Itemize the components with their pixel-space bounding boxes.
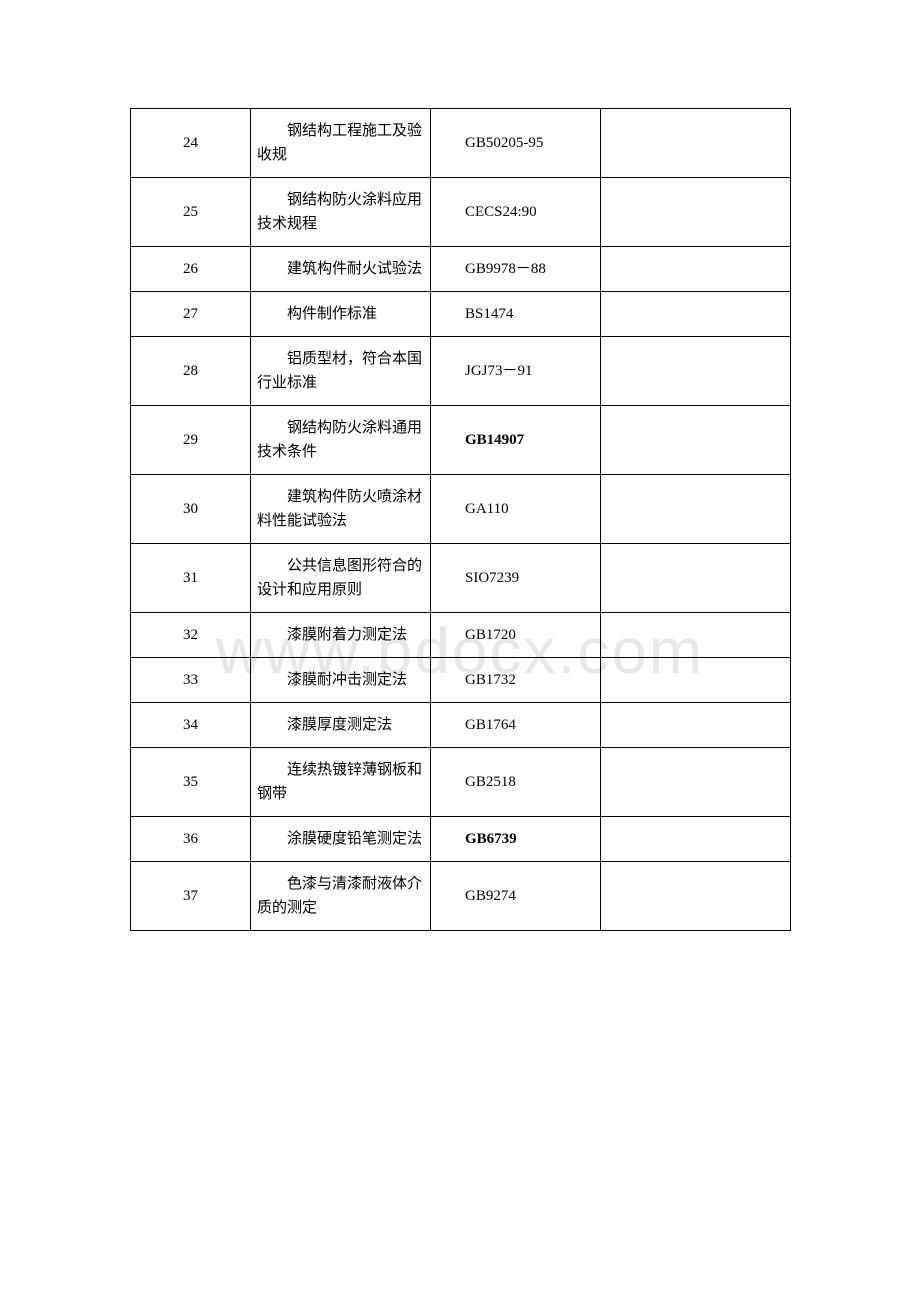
- standard-code: GA110: [431, 475, 601, 544]
- table-body: 24 钢结构工程施工及验收规 GB50205-95 25 钢结构防火涂料应用技术…: [131, 109, 791, 931]
- empty-cell: [601, 475, 791, 544]
- standard-code: GB1720: [431, 613, 601, 658]
- standard-code: CECS24:90: [431, 178, 601, 247]
- standard-name: 钢结构防火涂料通用技术条件: [251, 406, 431, 475]
- empty-cell: [601, 703, 791, 748]
- row-number: 29: [131, 406, 251, 475]
- row-number: 26: [131, 247, 251, 292]
- table-row: 30 建筑构件防火喷涂材料性能试验法 GA110: [131, 475, 791, 544]
- row-number: 25: [131, 178, 251, 247]
- standard-name: 漆膜附着力测定法: [251, 613, 431, 658]
- row-number: 27: [131, 292, 251, 337]
- row-number: 33: [131, 658, 251, 703]
- standard-name: 建筑构件耐火试验法: [251, 247, 431, 292]
- table-row: 32 漆膜附着力测定法 GB1720: [131, 613, 791, 658]
- standard-code: GB9274: [431, 862, 601, 931]
- code-text: GB14907: [435, 427, 596, 454]
- table-row: 33 漆膜耐冲击测定法 GB1732: [131, 658, 791, 703]
- empty-cell: [601, 862, 791, 931]
- table-row: 24 钢结构工程施工及验收规 GB50205-95: [131, 109, 791, 178]
- row-number: 35: [131, 748, 251, 817]
- standard-name: 建筑构件防火喷涂材料性能试验法: [251, 475, 431, 544]
- standard-code: JGJ73－91: [431, 337, 601, 406]
- table-row: 25 钢结构防火涂料应用技术规程 CECS24:90: [131, 178, 791, 247]
- empty-cell: [601, 178, 791, 247]
- standard-code: SIO7239: [431, 544, 601, 613]
- standard-name: 漆膜耐冲击测定法: [251, 658, 431, 703]
- table-row: 36 涂膜硬度铅笔测定法 GB6739: [131, 817, 791, 862]
- row-number: 32: [131, 613, 251, 658]
- empty-cell: [601, 406, 791, 475]
- empty-cell: [601, 337, 791, 406]
- standard-code: GB9978－88: [431, 247, 601, 292]
- code-text: GB9978－88: [435, 256, 596, 283]
- empty-cell: [601, 109, 791, 178]
- row-number: 24: [131, 109, 251, 178]
- standard-name: 连续热镀锌薄钢板和钢带: [251, 748, 431, 817]
- table-row: 29 钢结构防火涂料通用技术条件 GB14907: [131, 406, 791, 475]
- row-number: 31: [131, 544, 251, 613]
- empty-cell: [601, 817, 791, 862]
- standard-name: 涂膜硬度铅笔测定法: [251, 817, 431, 862]
- standard-code: GB2518: [431, 748, 601, 817]
- standard-code: GB50205-95: [431, 109, 601, 178]
- empty-cell: [601, 658, 791, 703]
- standard-name: 色漆与清漆耐液体介质的测定: [251, 862, 431, 931]
- empty-cell: [601, 613, 791, 658]
- standard-code: BS1474: [431, 292, 601, 337]
- row-number: 36: [131, 817, 251, 862]
- standard-name: 构件制作标准: [251, 292, 431, 337]
- standard-name: 公共信息图形符合的设计和应用原则: [251, 544, 431, 613]
- empty-cell: [601, 292, 791, 337]
- empty-cell: [601, 247, 791, 292]
- standards-table: 24 钢结构工程施工及验收规 GB50205-95 25 钢结构防火涂料应用技术…: [130, 108, 791, 931]
- standard-code: GB1732: [431, 658, 601, 703]
- table-row: 27 构件制作标准 BS1474: [131, 292, 791, 337]
- table-row: 26 建筑构件耐火试验法 GB9978－88: [131, 247, 791, 292]
- row-number: 37: [131, 862, 251, 931]
- row-number: 30: [131, 475, 251, 544]
- standard-name: 钢结构工程施工及验收规: [251, 109, 431, 178]
- table-row: 28 铝质型材，符合本国行业标准 JGJ73－91: [131, 337, 791, 406]
- standard-name: 钢结构防火涂料应用技术规程: [251, 178, 431, 247]
- standards-table-container: 24 钢结构工程施工及验收规 GB50205-95 25 钢结构防火涂料应用技术…: [130, 108, 790, 931]
- table-row: 31 公共信息图形符合的设计和应用原则 SIO7239: [131, 544, 791, 613]
- standard-code: GB1764: [431, 703, 601, 748]
- table-row: 34 漆膜厚度测定法 GB1764: [131, 703, 791, 748]
- standard-name: 铝质型材，符合本国行业标准: [251, 337, 431, 406]
- table-row: 35 连续热镀锌薄钢板和钢带 GB2518: [131, 748, 791, 817]
- empty-cell: [601, 544, 791, 613]
- standard-code: GB14907: [431, 406, 601, 475]
- row-number: 34: [131, 703, 251, 748]
- standard-code: GB6739: [431, 817, 601, 862]
- row-number: 28: [131, 337, 251, 406]
- table-row: 37 色漆与清漆耐液体介质的测定 GB9274: [131, 862, 791, 931]
- empty-cell: [601, 748, 791, 817]
- standard-name: 漆膜厚度测定法: [251, 703, 431, 748]
